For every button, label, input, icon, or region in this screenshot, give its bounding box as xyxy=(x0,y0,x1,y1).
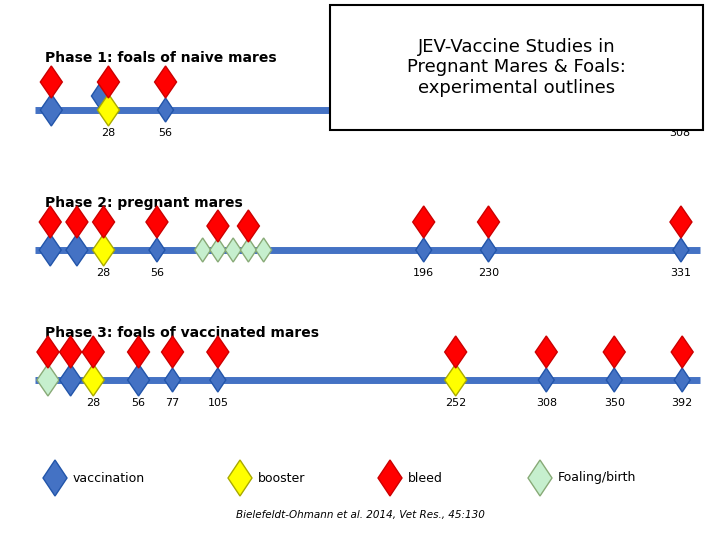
Polygon shape xyxy=(66,234,88,266)
Polygon shape xyxy=(415,238,432,262)
Polygon shape xyxy=(603,336,625,368)
Polygon shape xyxy=(165,368,181,392)
Polygon shape xyxy=(93,206,114,238)
Text: Phase 3: foals of vaccinated mares: Phase 3: foals of vaccinated mares xyxy=(45,326,319,340)
Polygon shape xyxy=(445,364,467,396)
Polygon shape xyxy=(378,460,402,496)
Polygon shape xyxy=(477,206,500,238)
Polygon shape xyxy=(40,234,61,266)
Polygon shape xyxy=(40,66,63,98)
Polygon shape xyxy=(91,84,107,108)
Text: 28: 28 xyxy=(96,268,111,278)
Text: 308: 308 xyxy=(536,398,557,408)
Text: 56: 56 xyxy=(150,268,164,278)
Polygon shape xyxy=(194,238,211,262)
Polygon shape xyxy=(155,66,176,98)
Polygon shape xyxy=(97,94,120,126)
Polygon shape xyxy=(43,460,67,496)
Polygon shape xyxy=(238,210,259,242)
Text: bleed: bleed xyxy=(408,471,443,484)
Polygon shape xyxy=(127,336,150,368)
Polygon shape xyxy=(673,238,689,262)
Text: Phase 1: foals of naive mares: Phase 1: foals of naive mares xyxy=(45,51,276,65)
Polygon shape xyxy=(207,336,229,368)
Text: 196: 196 xyxy=(413,268,434,278)
Text: 230: 230 xyxy=(478,268,499,278)
Text: Phase 2: pregnant mares: Phase 2: pregnant mares xyxy=(45,196,243,210)
Polygon shape xyxy=(674,368,690,392)
Text: 77: 77 xyxy=(166,398,180,408)
Polygon shape xyxy=(210,368,226,392)
Polygon shape xyxy=(225,238,241,262)
Polygon shape xyxy=(480,238,497,262)
Text: 56: 56 xyxy=(132,398,145,408)
Polygon shape xyxy=(256,238,271,262)
Polygon shape xyxy=(240,238,256,262)
Polygon shape xyxy=(40,94,63,126)
Polygon shape xyxy=(66,206,88,238)
Text: 331: 331 xyxy=(670,268,691,278)
Polygon shape xyxy=(161,336,184,368)
Polygon shape xyxy=(158,98,174,122)
Polygon shape xyxy=(82,364,104,396)
Text: 28: 28 xyxy=(102,128,116,138)
Text: JEV-Vaccine Studies in
Pregnant Mares & Foals:
experimental outlines: JEV-Vaccine Studies in Pregnant Mares & … xyxy=(407,38,626,97)
Polygon shape xyxy=(93,234,114,266)
Polygon shape xyxy=(228,460,252,496)
Polygon shape xyxy=(127,364,150,396)
Text: booster: booster xyxy=(258,471,305,484)
Text: 105: 105 xyxy=(207,398,228,408)
Polygon shape xyxy=(60,336,81,368)
Text: vaccination: vaccination xyxy=(73,471,145,484)
Polygon shape xyxy=(539,368,554,392)
Polygon shape xyxy=(413,206,435,238)
Polygon shape xyxy=(528,460,552,496)
Polygon shape xyxy=(82,336,104,368)
Polygon shape xyxy=(37,336,59,368)
Polygon shape xyxy=(445,336,467,368)
Text: 350: 350 xyxy=(604,398,625,408)
Polygon shape xyxy=(670,206,692,238)
Polygon shape xyxy=(146,206,168,238)
Polygon shape xyxy=(672,98,688,122)
Polygon shape xyxy=(535,336,557,368)
Polygon shape xyxy=(97,66,120,98)
Text: Foaling/birth: Foaling/birth xyxy=(558,471,636,484)
Text: 308: 308 xyxy=(669,128,690,138)
Text: 252: 252 xyxy=(445,398,467,408)
Text: 392: 392 xyxy=(672,398,693,408)
Polygon shape xyxy=(149,238,165,262)
Text: Bielefeldt-Ohmann et al. 2014, Vet Res., 45:130: Bielefeldt-Ohmann et al. 2014, Vet Res.,… xyxy=(235,510,485,520)
Polygon shape xyxy=(60,364,81,396)
FancyBboxPatch shape xyxy=(330,5,703,130)
Polygon shape xyxy=(40,206,61,238)
Text: 28: 28 xyxy=(86,398,100,408)
Polygon shape xyxy=(606,368,622,392)
Polygon shape xyxy=(37,364,59,396)
Polygon shape xyxy=(669,66,690,98)
Polygon shape xyxy=(671,336,693,368)
Polygon shape xyxy=(210,238,226,262)
Polygon shape xyxy=(207,210,229,242)
Text: 56: 56 xyxy=(158,128,173,138)
